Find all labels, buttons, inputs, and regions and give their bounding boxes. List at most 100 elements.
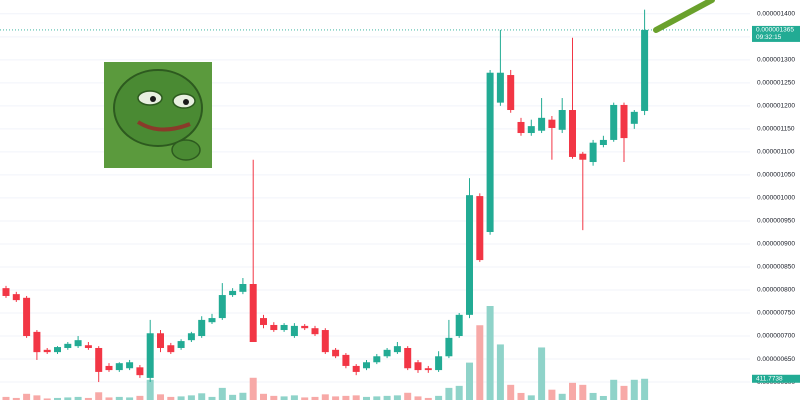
volume-bar — [218, 387, 226, 400]
volume-bar — [424, 397, 432, 400]
candle-body — [239, 284, 247, 292]
volume-bar — [146, 379, 154, 400]
last-time-label: 09:32:15 — [756, 34, 782, 41]
candle-body — [414, 362, 422, 371]
candle-body — [599, 139, 607, 145]
volume-bar — [208, 396, 216, 400]
candle-body — [630, 111, 638, 124]
candle-body — [610, 104, 618, 140]
candle-body — [157, 333, 164, 348]
volume-bar — [435, 395, 443, 400]
candle-body — [424, 368, 432, 371]
volume-bar — [589, 392, 597, 400]
volume-bar — [105, 397, 113, 400]
volume-bar — [363, 396, 370, 400]
candle-body — [486, 72, 494, 232]
candle-body — [352, 365, 360, 372]
candle-body — [126, 362, 134, 369]
candle-body — [23, 297, 31, 337]
volume-bar — [280, 396, 288, 400]
volume-bar — [558, 393, 566, 400]
y-tick-label: 0.000000750 — [757, 310, 795, 317]
volume-label-box — [752, 374, 800, 383]
volume-bar — [260, 393, 267, 400]
candle-body — [558, 110, 566, 130]
candle-body — [641, 29, 649, 111]
arrow — [653, 0, 715, 33]
candle-body — [435, 356, 443, 371]
candle-body — [569, 110, 576, 157]
candle-body — [2, 288, 10, 296]
candle-layer — [0, 9, 750, 383]
candle-body — [105, 365, 113, 371]
volume-bar — [239, 392, 247, 400]
candle-body — [301, 325, 309, 329]
grid — [0, 13, 750, 383]
volume-bar — [115, 396, 123, 400]
volume-bar — [126, 397, 134, 400]
candle-body — [373, 356, 381, 363]
volume-bar — [476, 325, 484, 400]
volume-bar — [177, 396, 185, 400]
candle-body — [507, 75, 515, 111]
candle-body — [404, 347, 412, 369]
volume-label: 411.7738 — [756, 375, 783, 382]
y-tick-label: 0.000001000 — [757, 195, 795, 202]
volume-bar — [12, 397, 20, 400]
candle-body — [167, 345, 175, 353]
volume-bar — [455, 385, 463, 400]
volume-bar — [74, 396, 82, 400]
volume-bar — [167, 396, 175, 400]
volume-bar — [641, 378, 649, 400]
volume-bar — [404, 392, 412, 400]
candle-body — [187, 333, 195, 341]
candle-body — [208, 318, 216, 323]
volume-bar — [538, 347, 546, 400]
candle-body — [363, 362, 370, 369]
volume-bar — [187, 395, 195, 400]
candle-body — [332, 349, 340, 357]
candle-body — [280, 324, 288, 331]
y-tick-label: 0.000000850 — [757, 264, 795, 271]
candle-body — [476, 196, 484, 261]
y-tick-label: 0.000001100 — [757, 149, 795, 156]
candle-body — [270, 324, 278, 331]
candle-body — [229, 290, 237, 296]
volume-bar — [95, 392, 103, 400]
volume-bar — [579, 384, 587, 400]
volume-bar — [311, 396, 319, 400]
candle-body — [445, 337, 453, 357]
candle-body — [455, 314, 463, 337]
volume-bar — [229, 394, 237, 400]
volume-bar — [136, 395, 144, 400]
volume-layer — [2, 306, 649, 400]
candle-body — [393, 346, 401, 353]
candle-body — [290, 325, 298, 337]
volume-bar — [84, 397, 92, 400]
volume-bar — [507, 384, 515, 400]
y-tick-label: 0.000001250 — [757, 80, 795, 87]
candle-body — [466, 195, 473, 315]
candle-body — [527, 126, 535, 134]
candle-body — [54, 347, 61, 353]
volume-bar — [249, 377, 257, 400]
volume-bar — [630, 379, 638, 400]
candle-body — [548, 119, 556, 128]
volume-bar — [2, 396, 10, 400]
volume-bar — [610, 379, 618, 400]
candle-body — [136, 367, 144, 376]
pepe-image — [104, 62, 212, 168]
volume-bar — [486, 306, 494, 400]
last-price-label: 0.000001365 — [756, 27, 794, 34]
volume-bar — [33, 395, 41, 400]
volume-bar — [332, 396, 340, 400]
volume-bar — [383, 395, 391, 400]
volume-bar — [64, 397, 72, 400]
candle-body — [64, 343, 72, 348]
y-tick-label: 0.000001400 — [757, 11, 795, 18]
candle-body — [218, 295, 226, 319]
candle-body — [33, 331, 41, 353]
volume-bar — [270, 395, 278, 400]
y-tick-label: 0.000000650 — [757, 356, 795, 363]
